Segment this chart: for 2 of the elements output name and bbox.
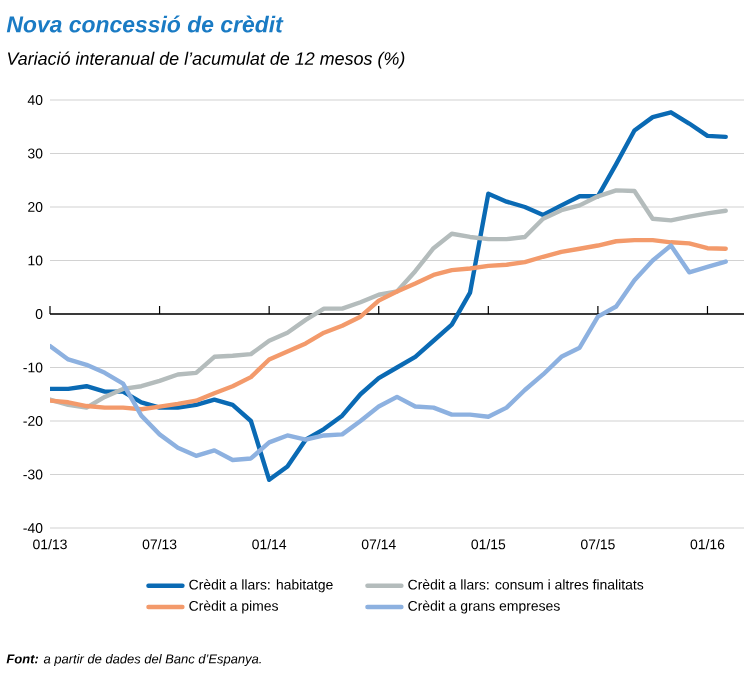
chart-subtitle: Variació interanual de l’acumulat de 12 mesos (%) [7,51,405,69]
chart-title: Nova concessió de crèdit [6,15,284,33]
